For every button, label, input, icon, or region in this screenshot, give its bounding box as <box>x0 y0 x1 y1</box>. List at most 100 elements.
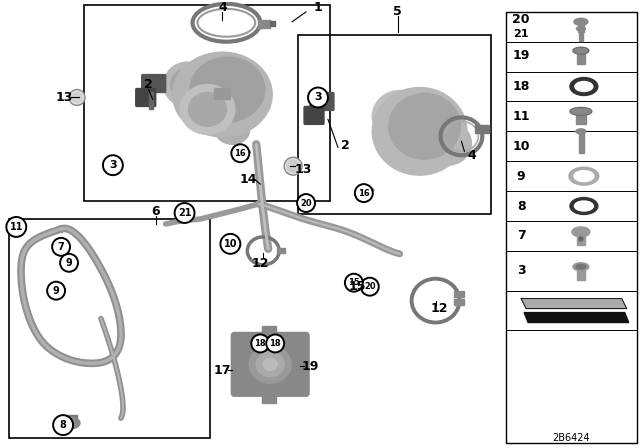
Circle shape <box>579 237 583 241</box>
FancyBboxPatch shape <box>310 92 334 110</box>
Ellipse shape <box>189 92 227 126</box>
Bar <box>61 415 77 423</box>
Ellipse shape <box>173 52 272 137</box>
Ellipse shape <box>215 114 250 144</box>
Bar <box>506 12 637 443</box>
Text: 2: 2 <box>145 78 153 91</box>
Circle shape <box>361 278 379 296</box>
Ellipse shape <box>256 352 284 377</box>
Text: 3: 3 <box>314 92 322 103</box>
Ellipse shape <box>576 264 586 269</box>
Ellipse shape <box>72 92 82 103</box>
Ellipse shape <box>572 227 590 237</box>
Bar <box>364 190 372 196</box>
Circle shape <box>345 274 363 292</box>
Bar <box>298 35 492 214</box>
Text: 2B6424: 2B6424 <box>552 433 589 443</box>
Circle shape <box>6 217 26 237</box>
Bar <box>476 125 490 134</box>
Text: 14: 14 <box>239 172 257 185</box>
FancyBboxPatch shape <box>141 74 166 92</box>
Text: 10: 10 <box>223 239 237 249</box>
Ellipse shape <box>180 85 235 134</box>
Text: 15: 15 <box>348 280 365 293</box>
FancyBboxPatch shape <box>304 107 324 125</box>
Text: 12: 12 <box>431 302 448 315</box>
Bar <box>10 219 211 438</box>
Bar <box>576 110 586 125</box>
Text: 16: 16 <box>358 189 370 198</box>
Circle shape <box>175 203 195 223</box>
Bar <box>578 22 584 32</box>
FancyBboxPatch shape <box>136 89 156 107</box>
Ellipse shape <box>576 129 586 134</box>
Bar <box>454 299 465 305</box>
Text: 18: 18 <box>255 339 266 348</box>
Text: 3: 3 <box>517 264 525 277</box>
Bar <box>577 266 585 280</box>
Text: 12: 12 <box>252 257 269 270</box>
Ellipse shape <box>573 47 589 54</box>
Text: 9: 9 <box>517 170 525 183</box>
Ellipse shape <box>574 171 594 181</box>
Circle shape <box>60 254 78 272</box>
Bar <box>262 391 276 403</box>
Text: 5: 5 <box>394 5 402 18</box>
Ellipse shape <box>574 18 588 25</box>
Text: 13: 13 <box>56 91 73 104</box>
Ellipse shape <box>569 167 599 185</box>
Text: 17: 17 <box>214 364 231 377</box>
Text: 7: 7 <box>516 229 525 242</box>
Circle shape <box>52 238 70 256</box>
Circle shape <box>297 194 315 212</box>
Text: 20: 20 <box>300 198 312 207</box>
Ellipse shape <box>190 57 265 122</box>
Bar <box>454 291 465 297</box>
Circle shape <box>252 335 269 353</box>
Ellipse shape <box>570 108 592 116</box>
Ellipse shape <box>388 94 460 159</box>
Bar <box>241 152 248 158</box>
Text: 3: 3 <box>109 160 116 170</box>
Ellipse shape <box>570 78 598 95</box>
Text: 6: 6 <box>152 206 160 219</box>
Bar <box>259 20 270 28</box>
Text: 16: 16 <box>234 149 246 158</box>
Ellipse shape <box>171 69 205 100</box>
Ellipse shape <box>238 149 250 155</box>
Text: 21: 21 <box>178 208 191 218</box>
Bar <box>579 29 583 41</box>
Circle shape <box>103 155 123 175</box>
Text: 10: 10 <box>513 140 530 153</box>
Ellipse shape <box>577 27 586 31</box>
Ellipse shape <box>372 87 467 175</box>
Text: 15: 15 <box>348 278 360 287</box>
Text: 18: 18 <box>513 80 530 93</box>
Bar <box>262 326 276 337</box>
Bar <box>270 21 275 26</box>
Ellipse shape <box>424 121 472 165</box>
Circle shape <box>266 335 284 353</box>
Text: 11: 11 <box>10 222 23 232</box>
Text: 4: 4 <box>467 149 476 162</box>
Text: 2: 2 <box>340 139 349 152</box>
Circle shape <box>232 144 250 162</box>
Text: 20: 20 <box>364 282 376 291</box>
Text: 4: 4 <box>218 1 227 14</box>
Bar <box>84 5 330 201</box>
Bar <box>277 248 285 253</box>
Ellipse shape <box>380 98 420 135</box>
Text: 8: 8 <box>60 420 67 430</box>
Circle shape <box>220 234 241 254</box>
Ellipse shape <box>575 82 593 91</box>
Bar <box>577 231 585 245</box>
Text: 20: 20 <box>513 13 530 26</box>
Ellipse shape <box>287 160 299 172</box>
FancyBboxPatch shape <box>232 332 309 396</box>
Circle shape <box>308 87 328 108</box>
Polygon shape <box>521 299 627 309</box>
Ellipse shape <box>364 188 374 193</box>
Text: 7: 7 <box>58 242 65 252</box>
Text: 9: 9 <box>66 258 72 268</box>
Ellipse shape <box>58 417 80 429</box>
